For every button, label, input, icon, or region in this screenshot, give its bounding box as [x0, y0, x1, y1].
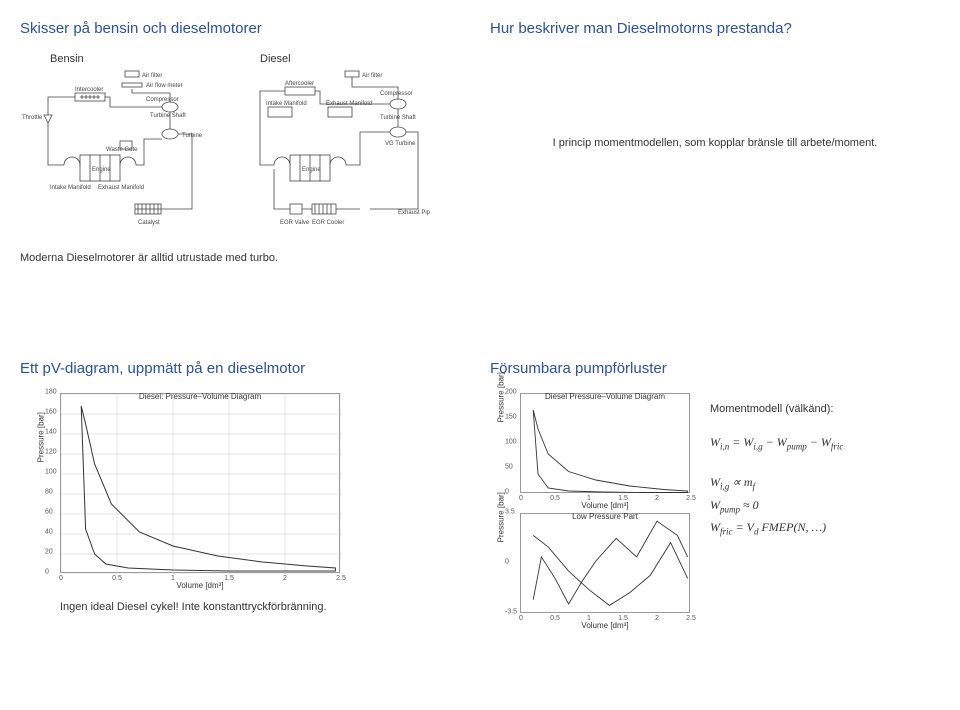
q2-body: I princip momentmodellen, som kopplar br…	[553, 137, 878, 149]
svg-text:Waste Gate: Waste Gate	[106, 147, 138, 153]
q3-chart-svg	[61, 394, 341, 574]
q4b-xlabel: Volume [dm³]	[521, 621, 689, 630]
svg-text:Exhaust Manifold: Exhaust Manifold	[326, 101, 372, 107]
q4b-svg	[521, 514, 691, 614]
bensin-diagram: Air filter Air flow meter Compressor Tur…	[20, 69, 210, 244]
q4-title: Försumbara pumpförluster	[490, 360, 940, 377]
q4-equations: Momentmodell (välkänd): Wi,n = Wi,g − Wp…	[710, 403, 843, 543]
q4-chart-a: Diesel Pressure–Volume Diagram Pressure …	[520, 393, 690, 493]
q2-title: Hur beskriver man Dieselmotorns prestand…	[490, 20, 940, 37]
bensin-label: Bensin	[50, 53, 210, 65]
q4b-ylabel: Pressure [bar]	[497, 492, 506, 542]
svg-text:Engine: Engine	[92, 167, 111, 173]
svg-text:Intake Manifold: Intake Manifold	[266, 101, 307, 107]
svg-text:Intake Manifold: Intake Manifold	[50, 185, 91, 191]
diesel-label: Diesel	[260, 53, 430, 65]
svg-text:EGR Cooler: EGR Cooler	[312, 220, 344, 226]
q3-caption: Ingen ideal Diesel cykel! Inte konstantt…	[60, 601, 470, 613]
eq4: Wfric = Vd FMEP(N, …)	[710, 520, 843, 536]
svg-text:Air filter: Air filter	[142, 73, 162, 79]
q1-caption: Moderna Dieselmotorer är alltid utrustad…	[20, 252, 470, 264]
bensin-block: Bensin Air filter Air flow meter Compres…	[20, 53, 210, 244]
q1-title: Skisser på bensin och dieselmotorer	[20, 20, 470, 37]
svg-text:EGR Valve: EGR Valve	[280, 220, 310, 226]
svg-text:Aftercooler: Aftercooler	[285, 81, 314, 87]
diesel-block: Diesel Air filter Compressor Turbine Sha…	[230, 53, 430, 244]
svg-text:Turbine Shaft: Turbine Shaft	[380, 115, 416, 121]
svg-text:Exhaust Manifold: Exhaust Manifold	[98, 185, 144, 191]
svg-text:Turbine Shaft: Turbine Shaft	[150, 113, 186, 119]
svg-text:Intercooler: Intercooler	[75, 87, 103, 93]
svg-text:Air flow meter: Air flow meter	[146, 83, 183, 89]
quadrant-4-pump: Försumbara pumpförluster Diesel Pressure…	[490, 360, 940, 690]
q4-model-heading: Momentmodell (välkänd):	[710, 403, 843, 415]
svg-text:Compressor: Compressor	[380, 91, 413, 97]
svg-text:Throttle: Throttle	[22, 115, 43, 121]
q4a-svg	[521, 394, 691, 494]
svg-text:Exhaust Pipe: Exhaust Pipe	[398, 210, 430, 216]
eq2: Wi,g ∝ mf	[710, 475, 843, 491]
svg-text:VG Turbine: VG Turbine	[385, 141, 416, 147]
quadrant-2-prestanda: Hur beskriver man Dieselmotorns prestand…	[490, 20, 940, 350]
diesel-diagram: Air filter Compressor Turbine Shaft VG T…	[230, 69, 430, 244]
eq3: Wpump ≈ 0	[710, 498, 843, 514]
q4-chart-b: Low Pressure Part Pressure [bar] Volume …	[520, 513, 690, 613]
eq1: Wi,n = Wi,g − Wpump − Wfric	[710, 435, 843, 451]
quadrant-3-pv: Ett pV-diagram, uppmätt på en dieselmoto…	[20, 360, 470, 690]
quadrant-1-sketches: Skisser på bensin och dieselmotorer Bens…	[20, 20, 470, 350]
q3-xlabel: Volume [dm³]	[61, 581, 339, 590]
q3-title: Ett pV-diagram, uppmätt på en dieselmoto…	[20, 360, 470, 377]
svg-text:Compressor: Compressor	[146, 97, 179, 103]
svg-text:Catalyst: Catalyst	[138, 220, 160, 226]
svg-text:Air filter: Air filter	[362, 73, 382, 79]
q4a-xlabel: Volume [dm³]	[521, 501, 689, 510]
q3-chart: Diesel: Pressure–Volume Diagram Pressure…	[60, 393, 340, 573]
svg-text:Engine: Engine	[302, 167, 321, 173]
